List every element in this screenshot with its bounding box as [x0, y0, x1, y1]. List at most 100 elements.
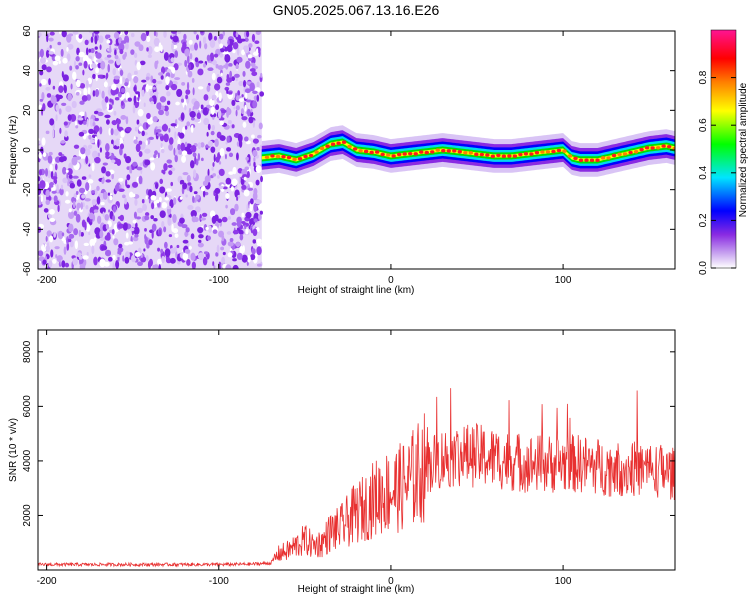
noise-speck — [187, 182, 192, 186]
noise-speck — [147, 260, 152, 269]
noise-speck — [71, 196, 77, 204]
noise-speck — [209, 39, 216, 48]
noise-speck — [126, 174, 131, 181]
noise-speck — [195, 158, 199, 166]
noise-speck — [225, 264, 232, 269]
noise-speck — [41, 107, 44, 116]
noise-speck — [51, 176, 58, 180]
noise-speck — [119, 48, 124, 55]
colorbar-tick-label: 0.2 — [698, 213, 709, 227]
noise-speck — [244, 104, 247, 112]
noise-speck — [78, 117, 84, 121]
noise-speck — [253, 157, 256, 163]
noise-speck — [83, 242, 90, 247]
noise-speck — [75, 156, 82, 160]
noise-speck — [251, 248, 256, 255]
ridge-peak — [319, 146, 325, 151]
noise-speck — [170, 57, 175, 63]
noise-speck — [46, 66, 52, 73]
noise-speck — [215, 104, 220, 111]
noise-speck — [90, 48, 95, 54]
noise-speck — [130, 49, 135, 55]
noise-speck — [124, 35, 130, 45]
noise-speck — [219, 120, 224, 126]
noise-speck — [106, 54, 112, 58]
ridge-peak — [545, 150, 551, 154]
noise-speck — [49, 164, 53, 172]
noise-speck — [256, 146, 261, 151]
noise-speck — [205, 226, 209, 230]
noise-speck — [218, 92, 222, 102]
noise-speck — [52, 60, 59, 66]
noise-speck — [175, 101, 180, 106]
noise-speck — [240, 108, 244, 115]
noise-speck — [45, 199, 51, 206]
noise-speck — [246, 156, 249, 161]
noise-speck — [105, 170, 111, 177]
noise-speck — [107, 192, 111, 196]
noise-speck — [232, 229, 240, 235]
noise-speck — [192, 195, 195, 204]
noise-speck — [93, 110, 99, 115]
noise-speck — [48, 78, 51, 86]
noise-speck — [236, 56, 243, 63]
noise-speck — [84, 39, 89, 46]
noise-speck — [204, 175, 211, 183]
noise-speck — [206, 54, 211, 62]
noise-speck — [237, 90, 241, 97]
noise-speck — [157, 247, 161, 252]
noise-speck — [236, 220, 242, 228]
noise-speck — [129, 165, 132, 174]
noise-speck — [189, 185, 193, 193]
noise-speck — [231, 222, 237, 226]
noise-speck — [125, 126, 132, 132]
noise-speck — [93, 237, 97, 243]
noise-speck — [54, 55, 61, 62]
noise-speck — [180, 98, 185, 103]
noise-speck — [233, 31, 237, 38]
noise-speck — [124, 256, 130, 264]
noise-speck — [190, 209, 197, 218]
noise-speck — [161, 66, 166, 75]
noise-speck — [198, 60, 204, 64]
noise-speck — [181, 155, 187, 163]
noise-speck — [76, 179, 82, 187]
noise-speck — [186, 81, 190, 91]
noise-speck — [165, 188, 172, 192]
ridge-peak — [292, 157, 297, 162]
noise-speck — [225, 141, 228, 145]
noise-speck — [38, 256, 45, 262]
noise-speck — [258, 122, 263, 130]
noise-speck — [252, 150, 258, 157]
noise-speck — [66, 47, 69, 52]
noise-speck — [68, 174, 73, 179]
noise-speck — [151, 231, 154, 239]
snr-y-axis-label: SNR (10 * v/v) — [8, 418, 19, 482]
noise-speck — [211, 94, 217, 100]
noise-speck — [250, 253, 256, 261]
noise-speck — [144, 212, 150, 217]
noise-speck — [233, 106, 236, 110]
noise-speck — [192, 87, 195, 96]
noise-speck — [61, 260, 66, 268]
noise-speck — [122, 222, 128, 231]
noise-speck — [164, 196, 170, 201]
noise-speck — [156, 102, 162, 110]
noise-speck — [141, 199, 145, 204]
noise-speck — [76, 252, 82, 258]
noise-speck — [169, 257, 176, 264]
noise-speck — [236, 252, 243, 261]
noise-speck — [184, 59, 188, 68]
noise-speck — [120, 115, 127, 120]
ridge-peak — [363, 149, 369, 154]
noise-speck — [95, 59, 102, 63]
noise-speck — [119, 69, 124, 76]
noise-speck — [60, 48, 64, 57]
noise-speck — [80, 147, 86, 155]
noise-speck — [78, 229, 82, 237]
noise-speck — [203, 94, 209, 101]
snr-line — [38, 388, 675, 568]
noise-speck — [92, 121, 96, 127]
noise-speck — [200, 217, 207, 221]
snr-plot-frame — [37, 329, 676, 571]
